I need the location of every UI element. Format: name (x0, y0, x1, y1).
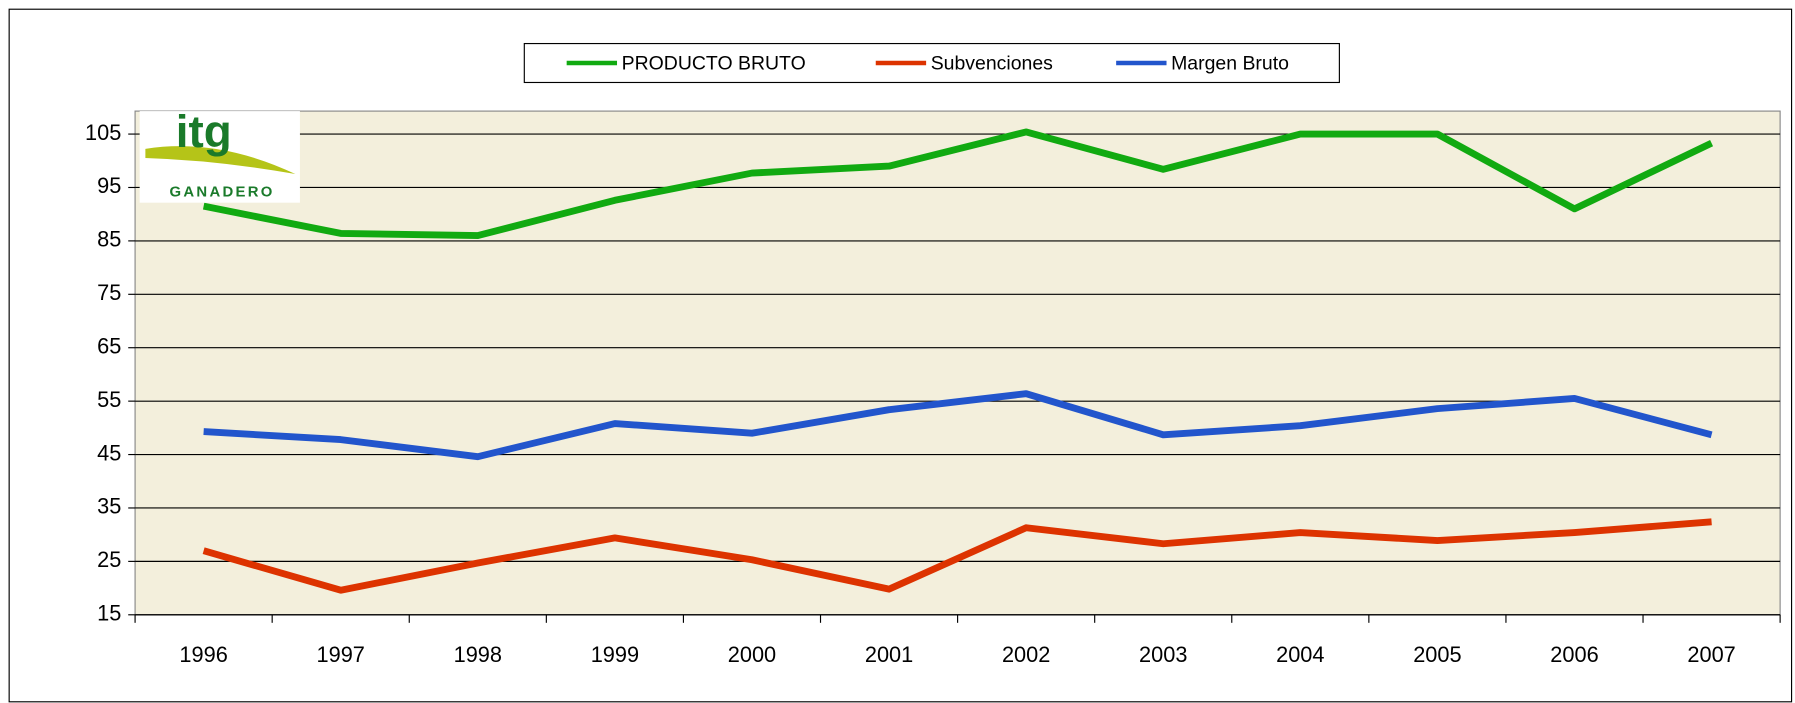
plot-area (134, 110, 1781, 616)
lines (202, 128, 1714, 594)
legend-box (523, 42, 1340, 84)
series-line (202, 128, 1714, 239)
x-tick-label: 2005 (1413, 642, 1461, 667)
y-tick-label: 45 (97, 440, 121, 465)
y-tick-label: 25 (97, 547, 121, 572)
legend: PRODUCTO BRUTO Subvenciones Margen Bruto (566, 52, 1289, 74)
legend-label: Subvenciones (931, 52, 1053, 74)
y-tick-label: 55 (97, 387, 121, 412)
x-tick-label: 1996 (179, 642, 227, 667)
x-tick-label: 2004 (1276, 642, 1324, 667)
legend-label: PRODUCTO BRUTO (622, 52, 806, 74)
logo-text: GANADERO (170, 184, 275, 200)
logo-swoosh (145, 146, 296, 175)
grid: 15 25 35 45 55 65 75 85 95 105 1996 1997 1998 1999 200… (85, 120, 1781, 667)
y-tick-label: 95 (97, 173, 121, 198)
y-tick-label: 105 (85, 120, 121, 145)
x-tick-label: 2000 (728, 642, 776, 667)
y-tick-label: 75 (97, 280, 121, 305)
x-tick-label: 2002 (1002, 642, 1050, 667)
series-line (203, 390, 1713, 461)
x-tick-label: 2001 (865, 642, 913, 667)
x-tick-label: 1999 (591, 642, 639, 667)
y-tick-label: 85 (97, 227, 121, 252)
x-tick-label: 1997 (317, 642, 365, 667)
x-tick-label: 2003 (1139, 642, 1187, 667)
y-tick-label: 15 (97, 601, 121, 626)
y-tick-label: 35 (97, 494, 121, 519)
y-tick-label: 65 (97, 333, 121, 358)
x-tick-label: 1998 (454, 642, 502, 667)
x-tick-label: 2006 (1550, 642, 1598, 667)
logo-mark: itg (176, 106, 232, 157)
x-tick-label: 2007 (1687, 642, 1735, 667)
legend-label: Margen Bruto (1171, 52, 1289, 74)
series-line (202, 518, 1712, 594)
logo: itg GANADERO (139, 106, 300, 203)
